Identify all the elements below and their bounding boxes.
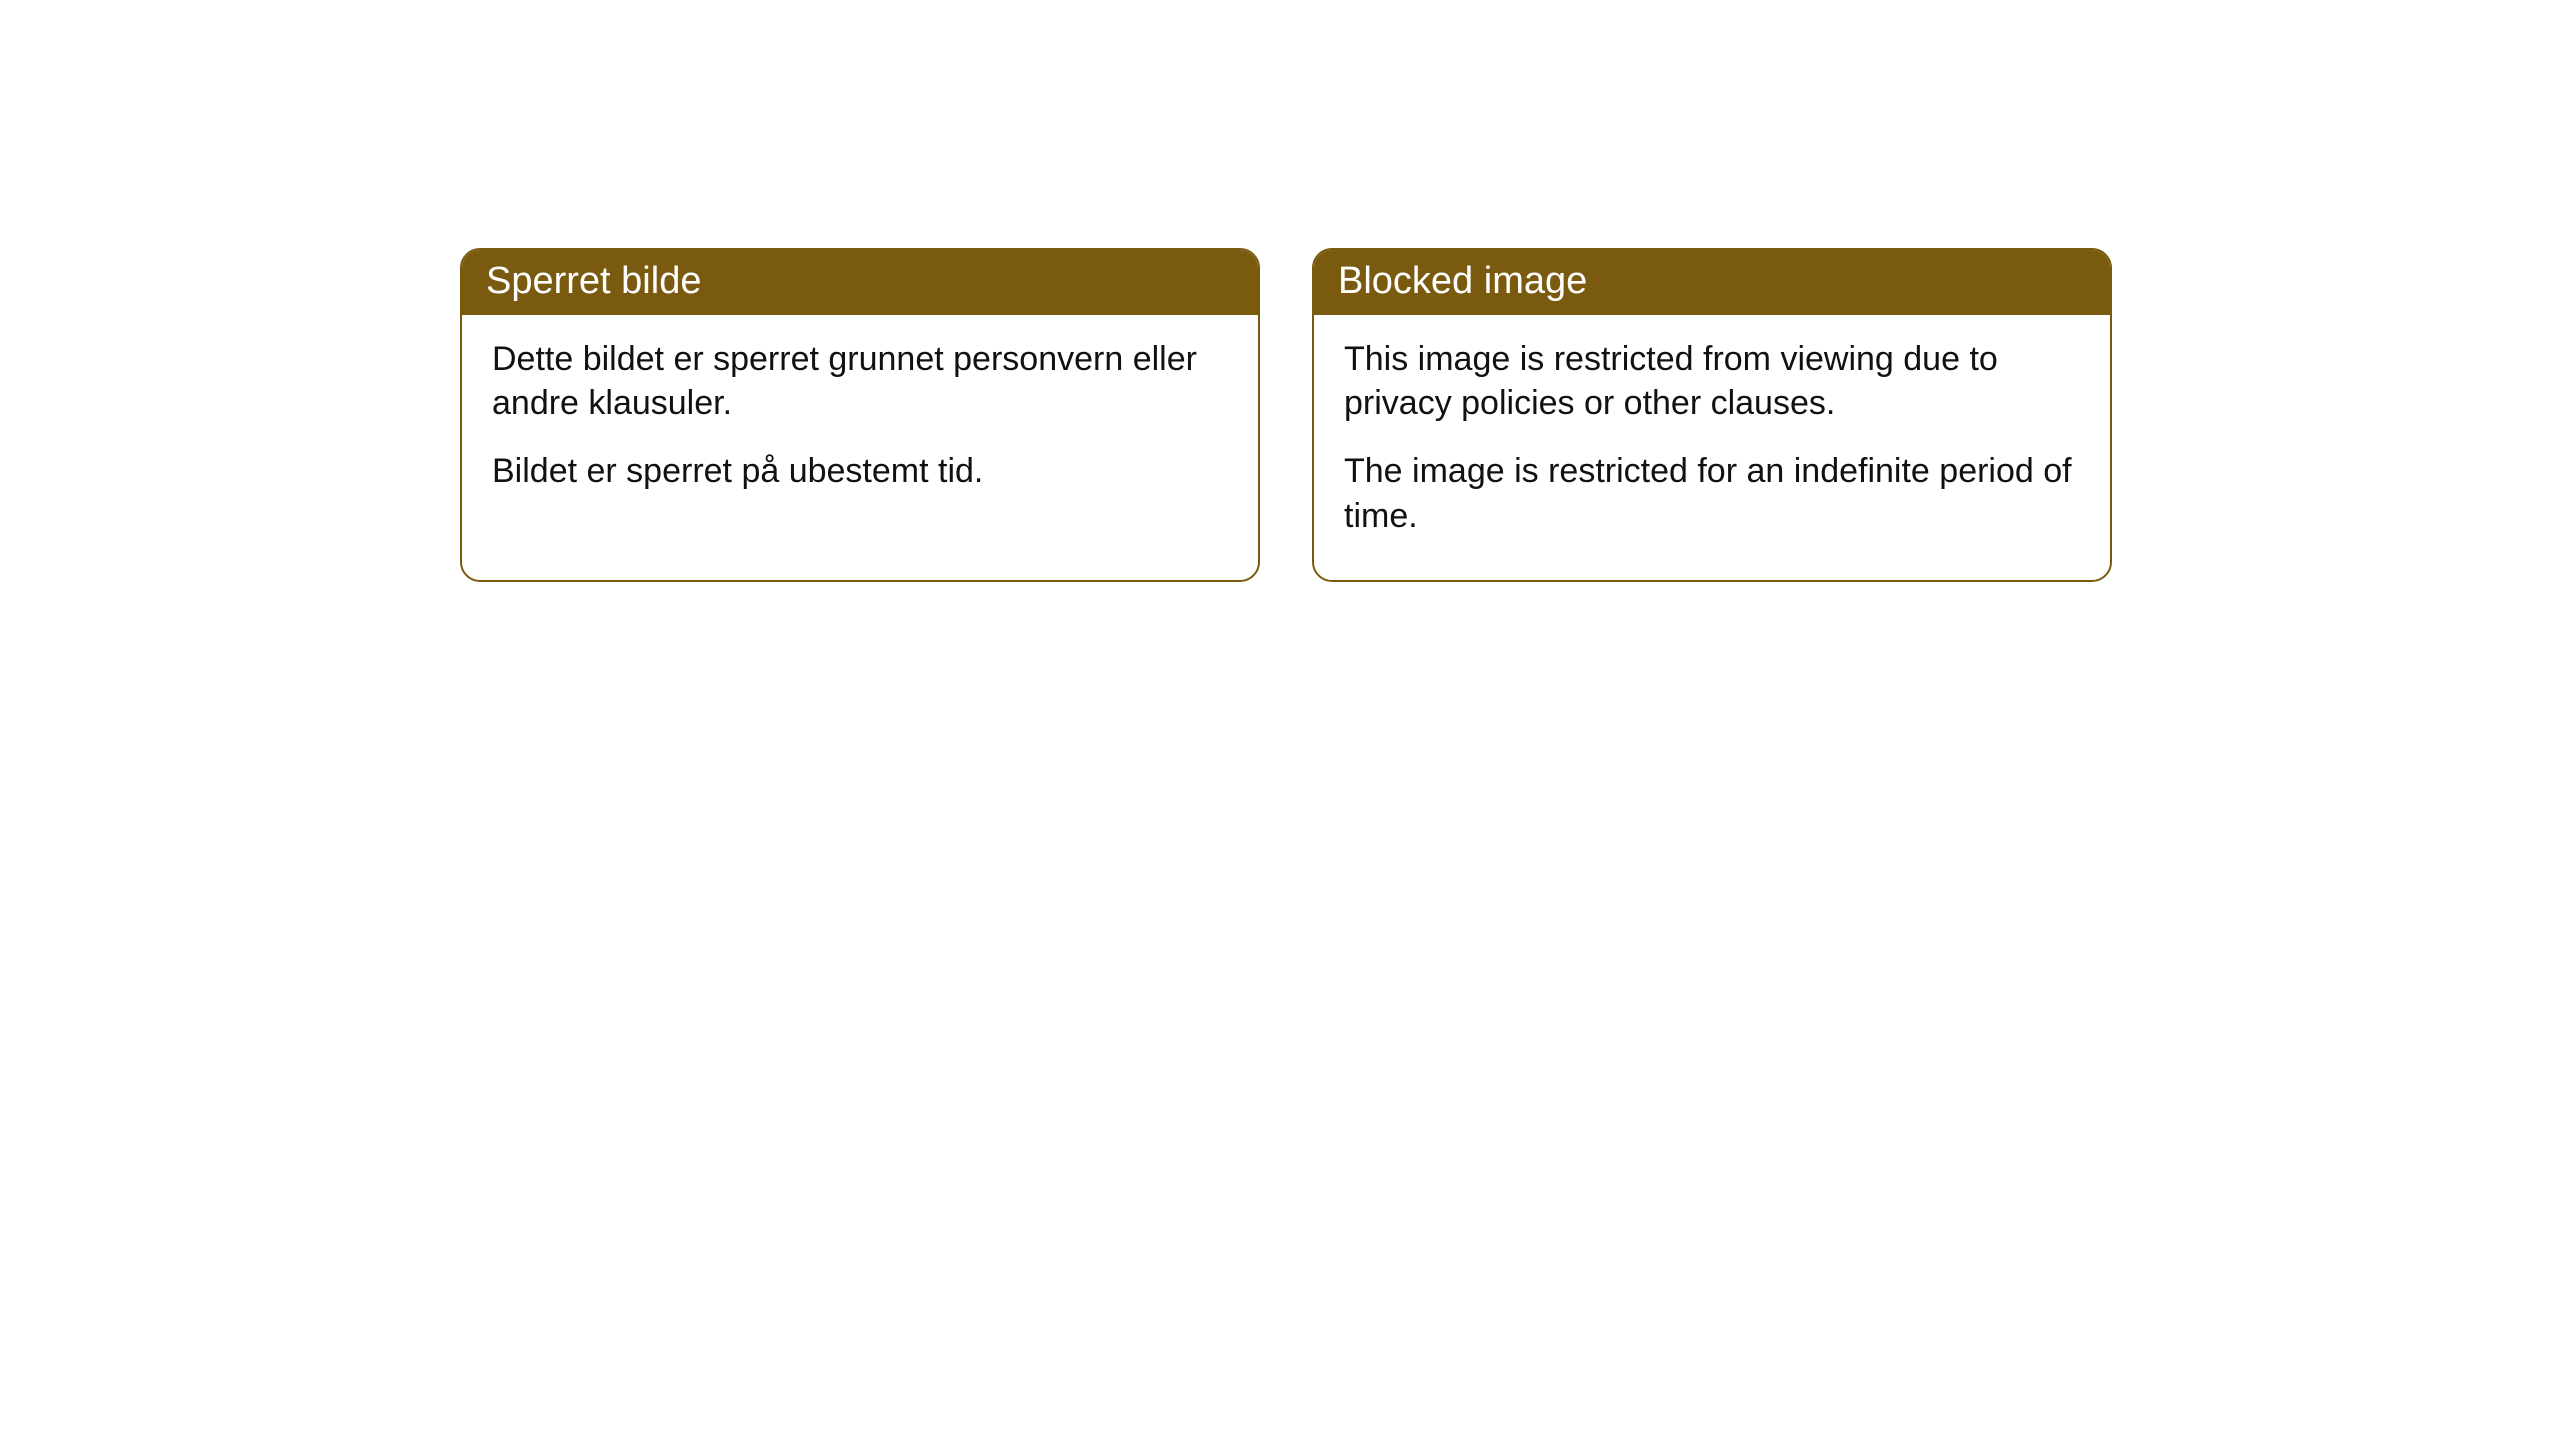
card-paragraph: This image is restricted from viewing du… [1344, 337, 2080, 425]
card-body-norwegian: Dette bildet er sperret grunnet personve… [462, 315, 1258, 536]
card-body-english: This image is restricted from viewing du… [1314, 315, 2110, 580]
card-english: Blocked image This image is restricted f… [1312, 248, 2112, 582]
card-norwegian: Sperret bilde Dette bildet er sperret gr… [460, 248, 1260, 582]
card-header-english: Blocked image [1314, 250, 2110, 315]
card-title: Blocked image [1338, 260, 1587, 302]
card-paragraph: The image is restricted for an indefinit… [1344, 449, 2080, 537]
card-container: Sperret bilde Dette bildet er sperret gr… [0, 0, 2560, 582]
card-header-norwegian: Sperret bilde [462, 250, 1258, 315]
card-paragraph: Dette bildet er sperret grunnet personve… [492, 337, 1228, 425]
card-paragraph: Bildet er sperret på ubestemt tid. [492, 449, 1228, 493]
card-title: Sperret bilde [486, 260, 701, 302]
